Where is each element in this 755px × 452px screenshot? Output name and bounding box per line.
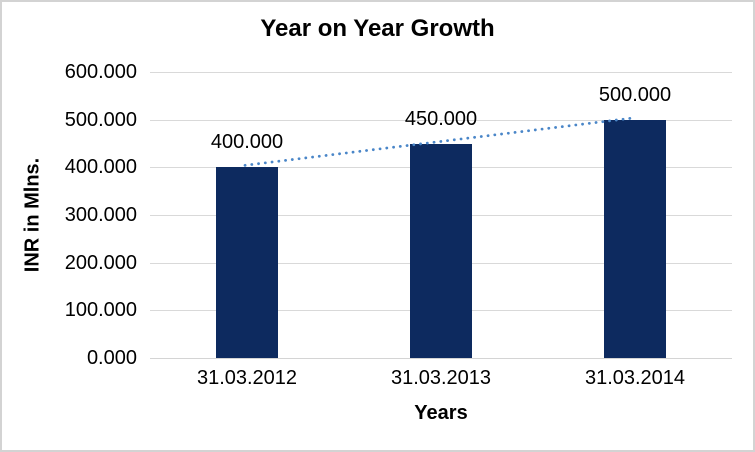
x-axis-tick-label: 31.03.2014 [584, 367, 686, 389]
y-axis-tick-label: 0.000 [86, 347, 137, 369]
y-axis-tick-label: 200.000 [64, 251, 137, 274]
plot-area: 400.000 450.000 500.000 [150, 72, 732, 359]
data-label: 500.000 [598, 83, 672, 106]
x-axis-title: Years [414, 402, 468, 424]
trendline [243, 116, 638, 167]
data-label: 400.000 [210, 131, 284, 154]
bar-31.03.2012 [216, 167, 278, 358]
x-axis-tick-label: 31.03.2013 [390, 367, 492, 389]
x-axis-tick-label: 31.03.2012 [196, 367, 298, 389]
bar-31.03.2014 [604, 119, 666, 358]
gridline [150, 72, 732, 73]
y-axis-tick-label: 500.000 [64, 108, 137, 131]
gridline [150, 358, 732, 359]
y-axis-tick-label: 600.000 [64, 61, 137, 83]
y-axis-tick-label: 300.000 [64, 204, 137, 226]
gridline [150, 119, 732, 121]
y-axis-tick-label: 400.000 [64, 156, 137, 179]
chart-title: Year on Year Growth [260, 15, 495, 42]
bar-31.03.2013 [410, 143, 472, 358]
data-label: 450.000 [404, 107, 478, 130]
y-axis-tick-label: 100.000 [64, 299, 137, 322]
